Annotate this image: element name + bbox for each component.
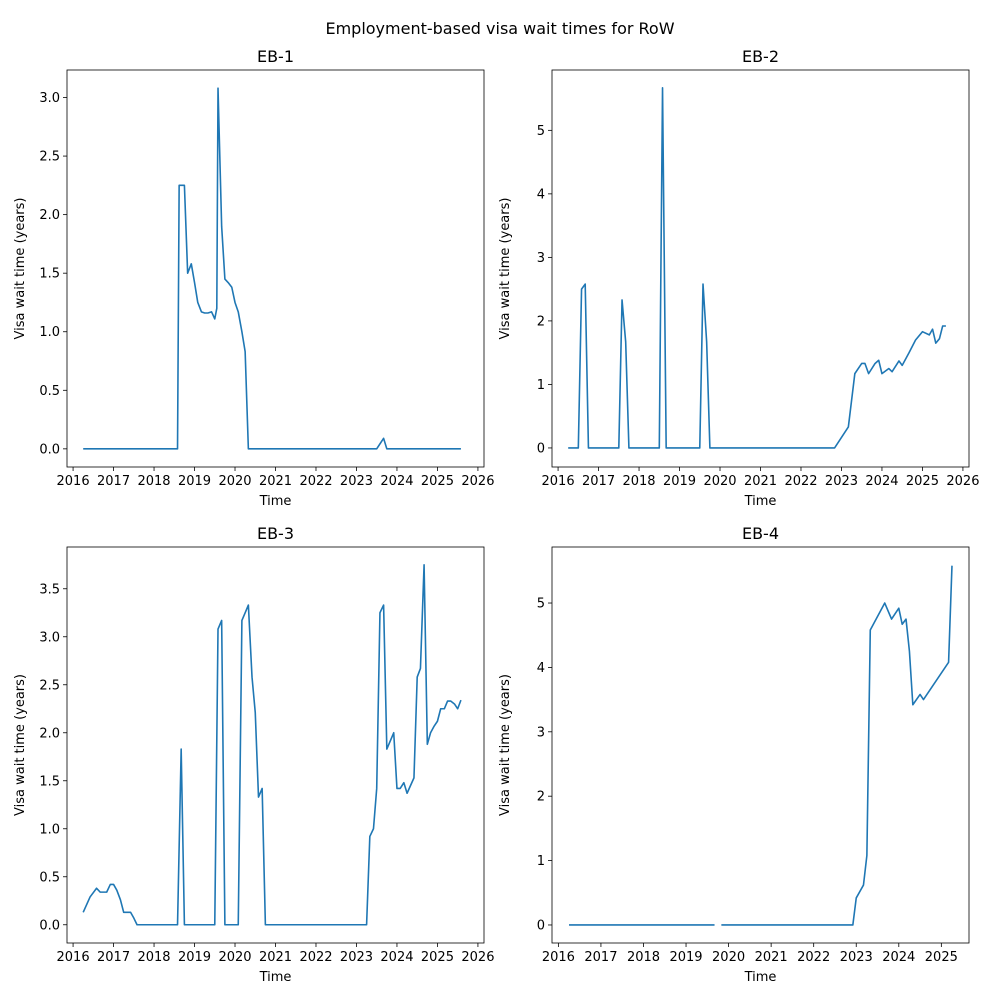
axes-frame [551,546,970,944]
x-tick-label: 2023 [340,950,373,965]
x-tick-label: 2021 [259,950,292,965]
x-axis-label: Time [744,970,777,985]
x-tick-label: 2023 [840,950,873,965]
x-tick-label: 2022 [299,474,332,489]
x-tick-label: 2022 [784,474,817,489]
x-tick-label: 2021 [744,474,777,489]
x-axis-label: Time [259,970,292,985]
x-tick-label: 2021 [755,950,788,965]
y-tick-label: 2 [537,314,545,329]
series-line [721,565,953,926]
x-tick-label: 2018 [137,474,170,489]
x-tick-label: 2019 [663,474,696,489]
y-tick-label: 1.5 [39,774,60,789]
subplot-eb4: EB-4 2016 2017 2018 2019 2020 2021 2022 2023 2024… [498,524,970,985]
x-tick-label: 2018 [627,950,660,965]
figure-title: Employment-based visa wait times for RoW [325,19,674,38]
x-tick-label: 2018 [137,950,170,965]
x-tick-label: 2026 [461,474,494,489]
axes-frame [66,546,485,944]
x-tick-label: 2019 [178,950,211,965]
x-tick-label: 2017 [582,474,615,489]
y-tick-label: 1 [537,854,545,869]
y-tick-label: 5 [537,124,545,139]
y-tick-label: 0.0 [39,442,60,457]
y-axis-label: Visa wait time (years) [13,674,28,816]
x-tick-label: 2024 [380,950,413,965]
axes-frame [551,69,970,468]
x-tick-label: 2016 [542,950,575,965]
y-tick-label: 2.0 [39,208,60,223]
y-tick-label: 2.0 [39,726,60,741]
axes-frame [66,69,485,468]
x-tick-label: 2017 [584,950,617,965]
x-tick-label: 2024 [882,950,915,965]
y-tick-label: 4 [537,187,545,202]
subplot-eb3: EB-3 2016 2017 2018 2019 2020 2021 2022 2023 2024… [13,524,494,985]
x-tick-label: 2020 [218,474,251,489]
subplot-title: EB-2 [742,47,779,66]
y-tick-label: 1.5 [39,267,60,282]
y-tick-label: 2.5 [39,150,60,165]
x-tick-label: 2023 [825,474,858,489]
y-tick-label: 0.0 [39,918,60,933]
y-axis-label: Visa wait time (years) [498,674,513,816]
y-tick-label: 2 [537,790,545,805]
y-tick-label: 0 [537,441,545,456]
x-axis-label: Time [744,494,777,509]
y-tick-label: 2.5 [39,678,60,693]
x-tick-label: 2017 [97,474,130,489]
x-tick-label: 2023 [340,474,373,489]
x-tick-label: 2016 [542,474,575,489]
x-tick-label: 2024 [380,474,413,489]
y-tick-label: 3.0 [39,630,60,645]
x-tick-label: 2019 [178,474,211,489]
series-line [83,87,461,450]
subplot-eb1: EB-1 2016 2017 2018 2019 2020 2021 2022 2023 2024… [13,47,494,509]
y-tick-label: 0.5 [39,384,60,399]
x-tick-label: 2018 [622,474,655,489]
x-tick-label: 2026 [461,950,494,965]
x-tick-label: 2020 [703,474,736,489]
x-axis-label: Time [259,494,292,509]
y-tick-label: 3.5 [39,582,60,597]
y-tick-label: 0 [537,918,545,933]
x-tick-label: 2021 [259,474,292,489]
x-tick-label: 2016 [57,950,90,965]
y-tick-label: 3 [537,251,545,266]
y-tick-label: 3 [537,725,545,740]
y-tick-label: 3.0 [39,91,60,106]
x-tick-label: 2025 [421,950,454,965]
x-tick-label: 2025 [906,474,939,489]
x-tick-label: 2022 [797,950,830,965]
y-tick-label: 0.5 [39,870,60,885]
x-tick-label: 2017 [97,950,130,965]
x-tick-label: 2025 [925,950,958,965]
subplot-title: EB-1 [257,47,294,66]
x-tick-label: 2020 [218,950,251,965]
y-tick-label: 1 [537,378,545,393]
x-tick-label: 2025 [421,474,454,489]
x-tick-label: 2026 [946,474,979,489]
y-tick-label: 1.0 [39,325,60,340]
y-axis-label: Visa wait time (years) [498,198,513,340]
x-tick-label: 2016 [57,474,90,489]
x-tick-label: 2020 [712,950,745,965]
subplot-title: EB-3 [257,524,294,543]
series-line [82,563,462,926]
y-tick-label: 5 [537,597,545,612]
y-axis-label: Visa wait time (years) [13,198,28,340]
y-tick-label: 4 [537,661,545,676]
subplot-eb2: EB-2 2016 2017 2018 2019 2020 2021 2022 2023 2024… [498,47,979,509]
x-tick-label: 2022 [299,950,332,965]
subplot-title: EB-4 [742,524,779,543]
series-line [568,86,946,449]
x-tick-label: 2024 [865,474,898,489]
y-tick-label: 1.0 [39,822,60,837]
x-tick-label: 2019 [669,950,702,965]
